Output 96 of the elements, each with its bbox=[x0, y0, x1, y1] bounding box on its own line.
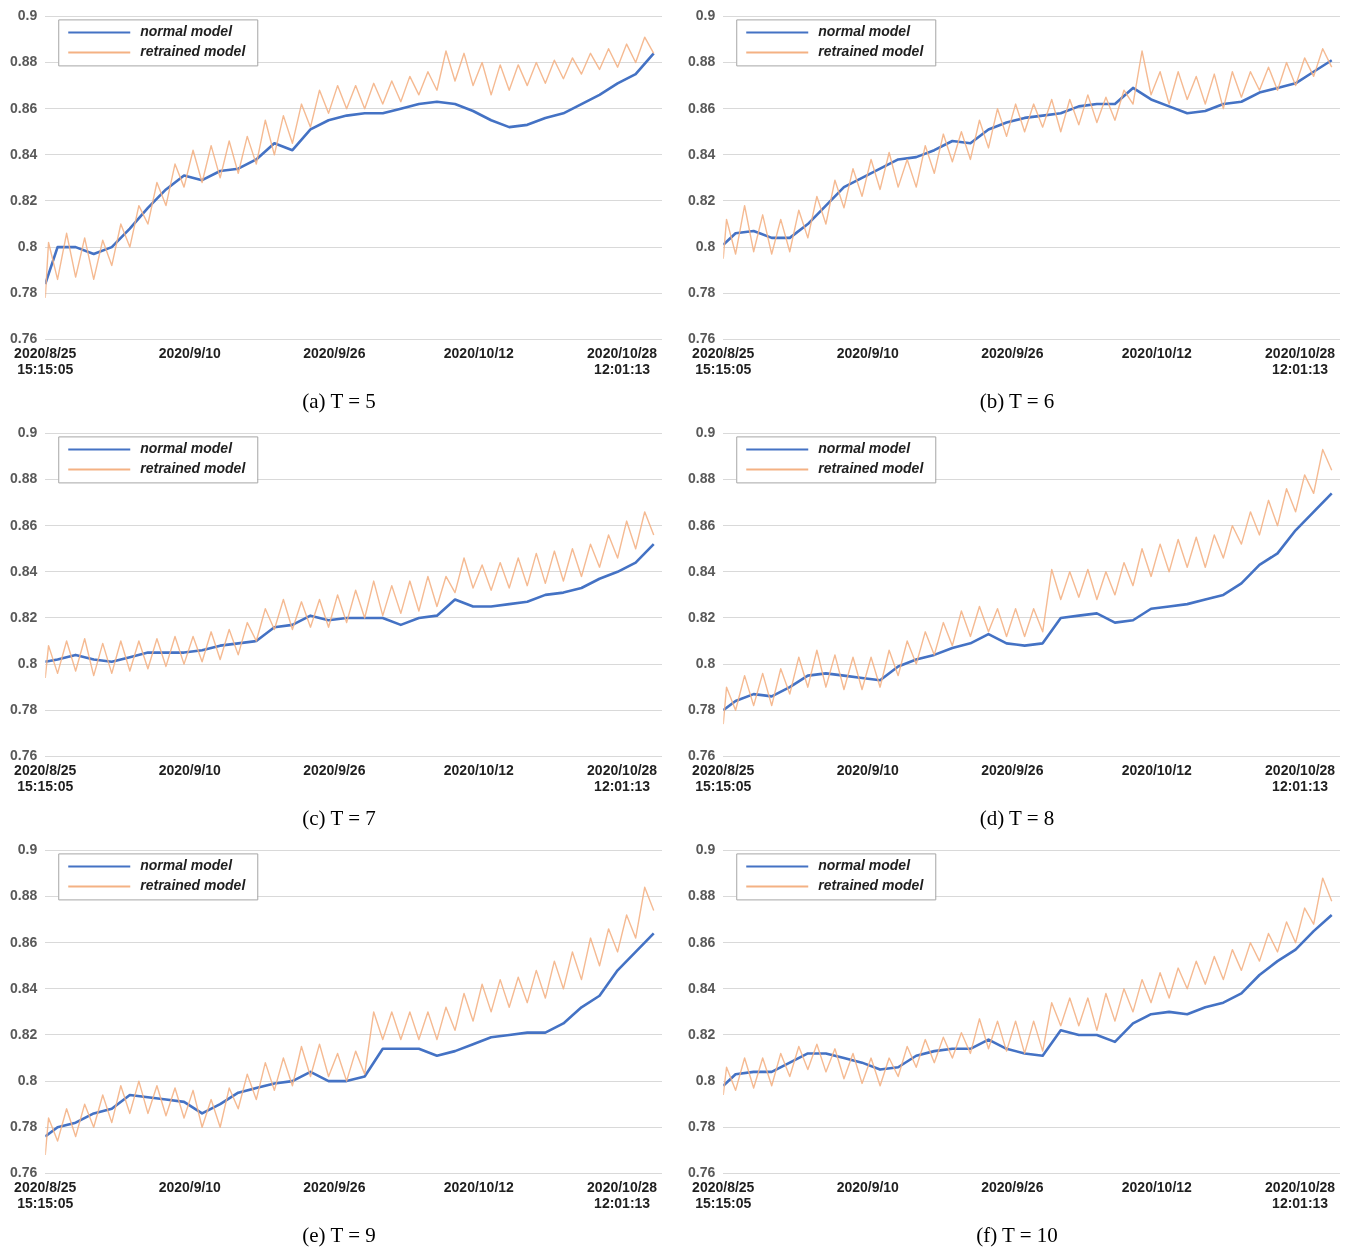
y-tick-label: 0.86 bbox=[688, 516, 716, 533]
x-tick-label: 2020/10/12 bbox=[1121, 761, 1193, 778]
x-tick-label: 2020/10/28 12:01:13 bbox=[587, 1178, 658, 1212]
y-tick-label: 0.78 bbox=[10, 284, 38, 301]
x-tick-label: 2020/8/25 15:15:05 bbox=[692, 344, 755, 378]
legend-label: normal model bbox=[818, 23, 912, 40]
x-tick-label: 2020/10/12 bbox=[1121, 1178, 1193, 1195]
y-tick-label: 0.86 bbox=[688, 933, 716, 950]
x-tick-label: 2020/9/10 bbox=[836, 344, 900, 361]
y-tick-label: 0.86 bbox=[10, 99, 38, 116]
legend-label: retrained model bbox=[818, 43, 925, 60]
x-tick-label: 2020/8/25 15:15:05 bbox=[692, 1178, 755, 1212]
text: (e) T = 9 bbox=[301, 1223, 377, 1248]
y-tick-label: 0.8 bbox=[695, 237, 716, 254]
x-tick-label: 2020/9/26 bbox=[981, 761, 1044, 778]
legend-label: retrained model bbox=[140, 877, 247, 894]
x-tick-label: 2020/10/12 bbox=[443, 1178, 515, 1195]
y-tick-label: 0.86 bbox=[688, 99, 716, 116]
x-tick-label: 2020/10/28 12:01:13 bbox=[587, 761, 658, 795]
y-tick-label: 0.88 bbox=[688, 53, 716, 70]
y-tick-label: 0.76 bbox=[10, 1164, 38, 1181]
y-tick-label: 0.76 bbox=[688, 330, 716, 347]
x-tick-label: 2020/8/25 15:15:05 bbox=[692, 761, 755, 795]
y-tick-label: 0.86 bbox=[10, 933, 38, 950]
y-tick-label: 0.88 bbox=[10, 53, 38, 70]
legend-label: normal model bbox=[818, 440, 912, 457]
y-tick-label: 0.82 bbox=[688, 191, 716, 208]
x-tick-label: 2020/10/28 12:01:13 bbox=[1265, 344, 1336, 378]
legend-label: normal model bbox=[140, 440, 234, 457]
y-tick-label: 0.76 bbox=[10, 747, 38, 764]
y-tick-label: 0.76 bbox=[688, 1164, 716, 1181]
x-tick-label: 2020/9/10 bbox=[836, 1178, 900, 1195]
x-tick-label: 2020/10/12 bbox=[443, 344, 515, 361]
y-tick-label: 0.86 bbox=[10, 516, 38, 533]
legend-label: normal model bbox=[818, 857, 912, 874]
y-tick-label: 0.9 bbox=[695, 841, 716, 858]
y-tick-label: 0.88 bbox=[688, 887, 716, 904]
y-tick-label: 0.82 bbox=[10, 191, 38, 208]
y-tick-label: 0.8 bbox=[17, 654, 38, 671]
y-tick-label: 0.9 bbox=[695, 424, 716, 441]
y-tick-label: 0.84 bbox=[688, 145, 716, 162]
y-tick-label: 0.82 bbox=[688, 608, 716, 625]
x-tick-label: 2020/10/28 12:01:13 bbox=[587, 344, 658, 378]
text: (d) T = 8 bbox=[978, 806, 1056, 831]
legend-label: retrained model bbox=[140, 43, 247, 60]
y-tick-label: 0.9 bbox=[17, 424, 38, 441]
x-tick-label: 2020/9/10 bbox=[158, 344, 222, 361]
y-tick-label: 0.78 bbox=[688, 701, 716, 718]
x-tick-label: 2020/9/10 bbox=[836, 761, 900, 778]
y-tick-label: 0.88 bbox=[688, 470, 716, 487]
x-tick-label: 2020/9/26 bbox=[303, 1178, 366, 1195]
y-tick-label: 0.76 bbox=[10, 330, 38, 347]
x-tick-label: 2020/10/28 12:01:13 bbox=[1265, 761, 1336, 795]
legend-label: retrained model bbox=[818, 877, 925, 894]
y-tick-label: 0.78 bbox=[688, 284, 716, 301]
y-tick-label: 0.88 bbox=[10, 887, 38, 904]
y-tick-label: 0.82 bbox=[10, 1025, 38, 1042]
y-tick-label: 0.9 bbox=[17, 841, 38, 858]
y-tick-label: 0.9 bbox=[17, 7, 38, 24]
x-tick-label: 2020/10/28 12:01:13 bbox=[1265, 1178, 1336, 1212]
y-tick-label: 0.8 bbox=[695, 1071, 716, 1088]
x-tick-label: 2020/8/25 15:15:05 bbox=[14, 761, 77, 795]
y-tick-label: 0.76 bbox=[688, 747, 716, 764]
x-tick-label: 2020/10/12 bbox=[443, 761, 515, 778]
y-tick-label: 0.88 bbox=[10, 470, 38, 487]
y-tick-label: 0.84 bbox=[10, 562, 38, 579]
text: (b) T = 6 bbox=[978, 389, 1056, 414]
x-tick-label: 2020/9/26 bbox=[303, 344, 366, 361]
legend-label: retrained model bbox=[818, 460, 925, 477]
x-tick-label: 2020/9/10 bbox=[158, 1178, 222, 1195]
text: (f) T = 10 bbox=[975, 1223, 1059, 1248]
y-tick-label: 0.8 bbox=[17, 237, 38, 254]
y-tick-label: 0.78 bbox=[10, 701, 38, 718]
legend-label: normal model bbox=[140, 23, 234, 40]
y-tick-label: 0.84 bbox=[10, 145, 38, 162]
y-tick-label: 0.8 bbox=[695, 654, 716, 671]
x-tick-label: 2020/9/26 bbox=[981, 344, 1044, 361]
legend-label: normal model bbox=[140, 857, 234, 874]
y-tick-label: 0.82 bbox=[688, 1025, 716, 1042]
legend-label: retrained model bbox=[140, 460, 247, 477]
x-tick-label: 2020/9/10 bbox=[158, 761, 222, 778]
y-tick-label: 0.78 bbox=[10, 1118, 38, 1135]
y-tick-label: 0.82 bbox=[10, 608, 38, 625]
x-tick-label: 2020/10/12 bbox=[1121, 344, 1193, 361]
x-tick-label: 2020/8/25 15:15:05 bbox=[14, 1178, 77, 1212]
y-tick-label: 0.84 bbox=[688, 979, 716, 996]
y-tick-label: 0.78 bbox=[688, 1118, 716, 1135]
y-tick-label: 0.84 bbox=[688, 562, 716, 579]
y-tick-label: 0.8 bbox=[17, 1071, 38, 1088]
y-tick-label: 0.9 bbox=[695, 7, 716, 24]
y-tick-label: 0.84 bbox=[10, 979, 38, 996]
x-tick-label: 2020/8/25 15:15:05 bbox=[14, 344, 77, 378]
x-tick-label: 2020/9/26 bbox=[981, 1178, 1044, 1195]
text: (c) T = 7 bbox=[301, 806, 377, 831]
text: (a) T = 5 bbox=[301, 389, 377, 414]
x-tick-label: 2020/9/26 bbox=[303, 761, 366, 778]
